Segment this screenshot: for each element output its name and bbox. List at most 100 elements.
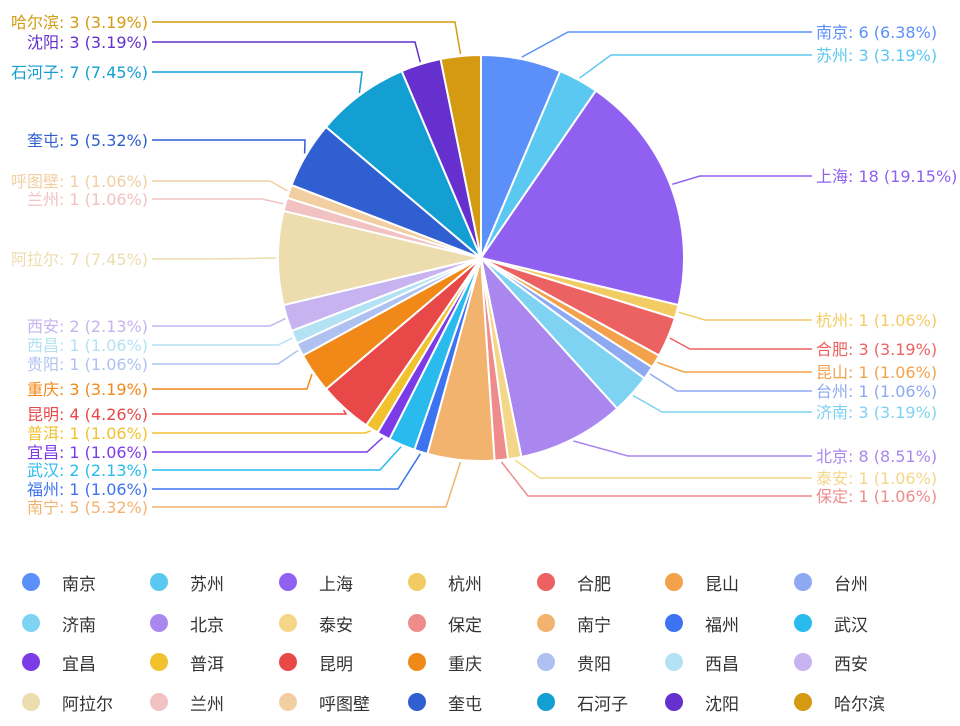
slice-label-哈尔滨: 哈尔滨: 3 (3.19%) [11, 13, 148, 32]
leader-line-西安 [152, 318, 286, 327]
legend-label: 西昌 [705, 654, 739, 675]
legend-item-沈阳[interactable]: 沈阳 [665, 689, 739, 715]
legend-item-阿拉尔[interactable]: 阿拉尔 [22, 689, 113, 715]
legend-item-普洱[interactable]: 普洱 [150, 649, 224, 675]
legend-item-重庆[interactable]: 重庆 [408, 649, 482, 675]
leader-line-沈阳 [152, 41, 422, 63]
leader-line-保定 [500, 461, 812, 497]
legend-label: 武汉 [834, 615, 868, 636]
legend-marker-icon [150, 653, 168, 671]
legend-item-武汉[interactable]: 武汉 [794, 610, 868, 636]
legend-item-杭州[interactable]: 杭州 [408, 569, 482, 595]
legend-marker-icon [408, 573, 426, 591]
legend-item-南宁[interactable]: 南宁 [537, 610, 611, 636]
leader-line-杭州 [678, 311, 812, 321]
legend-label: 兰州 [190, 694, 224, 715]
legend-item-宜昌[interactable]: 宜昌 [22, 649, 96, 675]
legend-marker-icon [665, 653, 683, 671]
legend-item-泰安[interactable]: 泰安 [279, 610, 353, 636]
legend-item-呼图壁[interactable]: 呼图壁 [279, 689, 370, 715]
legend-marker-icon [150, 693, 168, 711]
slice-label-杭州: 杭州: 1 (1.06%) [816, 311, 937, 330]
legend-item-济南[interactable]: 济南 [22, 610, 96, 636]
legend-marker-icon [794, 573, 812, 591]
legend-item-合肥[interactable]: 合肥 [537, 569, 611, 595]
slice-label-泰安: 泰安: 1 (1.06%) [816, 469, 937, 488]
legend-marker-icon [279, 573, 297, 591]
slice-label-西安: 西安: 2 (2.13%) [27, 317, 148, 336]
leader-line-北京 [573, 440, 812, 457]
legend-item-苏州[interactable]: 苏州 [150, 569, 224, 595]
legend-item-上海[interactable]: 上海 [279, 569, 353, 595]
legend-item-西安[interactable]: 西安 [794, 649, 868, 675]
leader-line-福州 [152, 453, 421, 490]
legend-item-昆明[interactable]: 昆明 [279, 649, 353, 675]
leader-line-上海 [672, 175, 812, 186]
legend-label: 哈尔滨 [834, 694, 885, 715]
pie-slice-上海[interactable] [479, 89, 685, 307]
leader-line-兰州 [152, 198, 284, 205]
legend-label: 杭州 [448, 574, 482, 595]
pie-slice-哈尔滨[interactable] [439, 53, 482, 259]
leader-line-济南 [632, 394, 812, 413]
legend-item-保定[interactable]: 保定 [408, 610, 482, 636]
legend-label: 贵阳 [577, 654, 611, 675]
legend-marker-icon [408, 614, 426, 632]
slice-label-南京: 南京: 6 (6.38%) [816, 23, 937, 42]
legend-item-南京[interactable]: 南京 [22, 569, 96, 595]
legend-label: 北京 [190, 615, 224, 636]
leader-line-合肥 [669, 337, 812, 350]
legend-item-台州[interactable]: 台州 [794, 569, 868, 595]
slice-label-贵阳: 贵阳: 1 (1.06%) [27, 355, 148, 374]
legend-marker-icon [537, 693, 555, 711]
legend-item-奎屯[interactable]: 奎屯 [408, 689, 482, 715]
legend-item-福州[interactable]: 福州 [665, 610, 739, 636]
legend-label: 上海 [319, 574, 353, 595]
legend-marker-icon [537, 614, 555, 632]
legend-item-贵阳[interactable]: 贵阳 [537, 649, 611, 675]
slice-label-呼图壁: 呼图壁: 1 (1.06%) [11, 172, 148, 191]
leader-line-南京 [521, 31, 812, 58]
slice-label-南宁: 南宁: 5 (5.32%) [27, 498, 148, 517]
leader-line-武汉 [152, 446, 402, 471]
legend-label: 济南 [62, 615, 96, 636]
legend-marker-icon [537, 653, 555, 671]
leader-line-宜昌 [152, 437, 384, 453]
legend-marker-icon [22, 573, 40, 591]
leader-line-台州 [649, 373, 812, 392]
leader-line-苏州 [579, 54, 812, 79]
slice-label-西昌: 西昌: 1 (1.06%) [27, 336, 148, 355]
slice-label-合肥: 合肥: 3 (3.19%) [816, 340, 937, 359]
legend-item-石河子[interactable]: 石河子 [537, 689, 628, 715]
legend-marker-icon [665, 573, 683, 591]
legend-label: 南京 [62, 574, 96, 595]
legend-item-西昌[interactable]: 西昌 [665, 649, 739, 675]
legend-marker-icon [279, 653, 297, 671]
legend-marker-icon [665, 614, 683, 632]
legend-marker-icon [279, 693, 297, 711]
legend-marker-icon [150, 614, 168, 632]
legend-label: 苏州 [190, 574, 224, 595]
legend-label: 合肥 [577, 574, 611, 595]
legend-item-昆山[interactable]: 昆山 [665, 569, 739, 595]
legend-label: 昆山 [705, 574, 739, 595]
legend-item-哈尔滨[interactable]: 哈尔滨 [794, 689, 885, 715]
slice-label-普洱: 普洱: 1 (1.06%) [27, 424, 148, 443]
slice-label-昆山: 昆山: 1 (1.06%) [816, 363, 937, 382]
slice-label-保定: 保定: 1 (1.06%) [816, 487, 937, 506]
legend-marker-icon [408, 653, 426, 671]
legend-item-北京[interactable]: 北京 [150, 610, 224, 636]
pie-slice-北京[interactable] [479, 254, 619, 459]
leader-line-昆山 [657, 361, 812, 373]
legend-label: 阿拉尔 [62, 694, 113, 715]
slice-label-上海: 上海: 18 (19.15%) [816, 167, 957, 186]
legend-marker-icon [794, 653, 812, 671]
leader-line-奎屯 [152, 139, 306, 154]
slice-label-阿拉尔: 阿拉尔: 7 (7.45%) [11, 250, 148, 269]
legend-marker-icon [22, 653, 40, 671]
legend-marker-icon [665, 693, 683, 711]
legend-item-兰州[interactable]: 兰州 [150, 689, 224, 715]
legend-label: 沈阳 [705, 694, 739, 715]
legend-label: 宜昌 [62, 654, 96, 675]
leader-line-贵阳 [152, 349, 299, 365]
